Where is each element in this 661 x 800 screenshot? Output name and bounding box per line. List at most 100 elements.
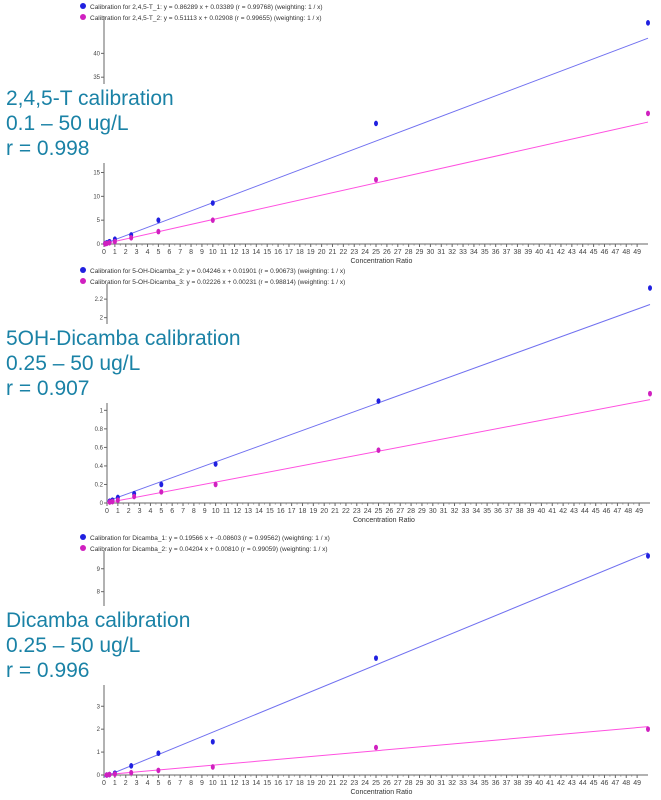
- x-tick-label: 31: [437, 249, 445, 256]
- x-tick-label: 2: [124, 780, 128, 787]
- legend-label: Calibration for 2,4,5-T_2: y = 0.51113 x…: [90, 15, 322, 22]
- x-tick-label: 11: [223, 508, 230, 515]
- x-tick-label: 32: [448, 249, 456, 256]
- data-point: [648, 390, 652, 397]
- data-point: [374, 655, 378, 661]
- data-point: [374, 744, 378, 751]
- x-tick-label: 17: [285, 780, 293, 787]
- legend-marker: [80, 278, 86, 284]
- data-point: [129, 235, 134, 241]
- x-tick-label: 9: [203, 508, 207, 515]
- y-tick-label: 0: [97, 773, 101, 779]
- data-point: [213, 461, 218, 467]
- x-tick-label: 25: [372, 249, 380, 256]
- x-tick-label: 43: [568, 249, 576, 256]
- x-tick-label: 30: [429, 508, 437, 515]
- data-point: [129, 763, 134, 769]
- x-tick-label: 46: [603, 508, 611, 515]
- data-point: [115, 497, 120, 504]
- x-tick-label: 5: [159, 508, 163, 515]
- data-point: [129, 769, 134, 776]
- x-tick-label: 2: [127, 508, 131, 515]
- x-tick-label: 48: [622, 780, 630, 787]
- x-tick-label: 36: [492, 780, 500, 787]
- x-tick-label: 41: [548, 508, 556, 515]
- x-tick-label: 5: [156, 249, 160, 256]
- x-tick-label: 38: [514, 249, 522, 256]
- x-tick-label: 6: [167, 249, 171, 256]
- data-point: [646, 553, 650, 559]
- x-tick-label: 10: [212, 508, 220, 515]
- legend-marker: [80, 267, 86, 273]
- y-tick-label: 0: [100, 501, 104, 507]
- x-tick-label: 16: [274, 249, 282, 256]
- x-tick-label: 4: [146, 780, 150, 787]
- x-tick-label: 21: [331, 508, 339, 515]
- x-tick-label: 49: [633, 780, 641, 787]
- x-tick-label: 6: [167, 780, 171, 787]
- x-tick-label: 7: [181, 508, 185, 515]
- x-tick-label: 16: [277, 508, 285, 515]
- x-tick-label: 10: [209, 780, 217, 787]
- x-tick-label: 7: [178, 249, 182, 256]
- data-point: [213, 481, 218, 488]
- x-tick-label: 43: [570, 508, 578, 515]
- annotation-245t: 2,4,5-T calibration 0.1 – 50 ug/L r = 0.…: [0, 84, 180, 163]
- x-tick-label: 2: [124, 249, 128, 256]
- legend-label: Calibration for 5-OH-Dicamba_2: y = 0.04…: [90, 268, 345, 275]
- legend-marker: [80, 14, 86, 20]
- data-point: [646, 110, 650, 117]
- data-point: [376, 398, 381, 404]
- x-tick-label: 9: [200, 249, 204, 256]
- x-tick-label: 4: [146, 249, 150, 256]
- x-tick-label: 34: [470, 249, 478, 256]
- x-tick-label: 44: [579, 249, 587, 256]
- annotation-range: 0.1 – 50 ug/L: [6, 112, 129, 135]
- y-tick-label: 0.6: [95, 445, 104, 451]
- y-tick-label: 3: [97, 704, 101, 710]
- x-tick-label: 35: [481, 780, 489, 787]
- data-point: [159, 481, 164, 488]
- x-tick-label: 12: [233, 508, 241, 515]
- annotation-range: 0.25 – 50 ug/L: [6, 634, 141, 657]
- x-tick-label: 26: [383, 780, 391, 787]
- annotation-r: r = 0.996: [6, 659, 90, 682]
- x-tick-label: 23: [350, 249, 358, 256]
- x-tick-label: 24: [364, 508, 372, 515]
- x-tick-label: 22: [342, 508, 350, 515]
- x-tick-label: 13: [244, 508, 252, 515]
- x-tick-label: 49: [633, 249, 641, 256]
- x-tick-label: 24: [361, 780, 369, 787]
- x-tick-label: 6: [170, 508, 174, 515]
- x-tick-label: 44: [579, 780, 587, 787]
- x-tick-label: 12: [231, 249, 239, 256]
- x-tick-label: 31: [440, 508, 448, 515]
- x-tick-label: 40: [535, 780, 543, 787]
- data-point: [374, 120, 378, 127]
- x-tick-label: 35: [483, 508, 491, 515]
- x-tick-label: 13: [242, 249, 250, 256]
- legend-label: Calibration for 2,4,5-T_1: y = 0.86289 x…: [90, 4, 323, 11]
- x-tick-label: 25: [375, 508, 383, 515]
- annotation-r: r = 0.907: [6, 377, 90, 400]
- x-tick-label: 19: [309, 508, 317, 515]
- x-tick-label: 1: [113, 780, 117, 787]
- x-tick-label: 13: [242, 780, 250, 787]
- x-tick-label: 1: [116, 508, 120, 515]
- y-tick-label: 0.4: [95, 464, 104, 470]
- x-tick-label: 28: [405, 780, 413, 787]
- x-tick-label: 41: [546, 780, 554, 787]
- x-tick-label: 20: [320, 508, 328, 515]
- x-tick-label: 31: [437, 780, 445, 787]
- x-tick-label: 18: [296, 780, 304, 787]
- x-tick-label: 42: [559, 508, 567, 515]
- x-tick-label: 23: [350, 780, 358, 787]
- x-tick-label: 38: [516, 508, 524, 515]
- x-tick-label: 35: [481, 249, 489, 256]
- x-tick-label: 1: [113, 249, 117, 256]
- data-point: [210, 217, 215, 223]
- x-tick-label: 28: [405, 249, 413, 256]
- data-point: [110, 498, 115, 505]
- x-tick-label: 10: [209, 249, 217, 256]
